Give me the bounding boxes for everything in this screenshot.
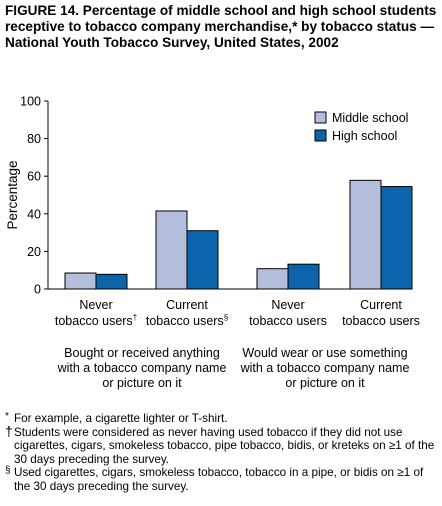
- footnote-text: Used cigarettes, cigars, smokeless tobac…: [14, 466, 424, 493]
- footnote-mark: §: [5, 465, 11, 477]
- footnote-mark: §: [224, 313, 228, 322]
- x-category-label: tobacco users: [249, 314, 327, 328]
- x-category-label: tobacco users: [342, 314, 420, 328]
- footnotes: * For example, a cigarette lighter or T-…: [5, 411, 439, 494]
- bar-middle-school: [349, 179, 382, 290]
- footnote-text: Students were considered as never having…: [14, 425, 435, 466]
- y-tick-label: 0: [34, 283, 41, 297]
- x-category-label: Current: [360, 298, 402, 312]
- figure-title: FIGURE 14. Percentage of middle school a…: [5, 3, 437, 50]
- group-caption-bought: Bought or received anything with a tobac…: [57, 346, 227, 390]
- bar-high-school: [380, 186, 413, 290]
- group-caption-wear: Would wear or use something with a tobac…: [240, 346, 410, 390]
- legend-label-high-school: High school: [332, 129, 397, 143]
- footnote-text: For example, a cigarette lighter or T-sh…: [14, 412, 228, 425]
- y-tick-label: 20: [27, 245, 41, 259]
- bar-high-school: [287, 263, 320, 290]
- x-category-label: tobacco users§: [146, 313, 228, 328]
- legend-label-middle-school: Middle school: [332, 111, 408, 125]
- footnote-section: § Used cigarettes, cigars, smokeless tob…: [5, 465, 439, 493]
- legend-swatch-high-school: [314, 129, 327, 142]
- bar-high-school: [95, 273, 128, 290]
- footnote-mark: *: [5, 411, 9, 422]
- x-category-label: Current: [166, 298, 208, 312]
- x-category-label: tobacco users†: [55, 313, 137, 328]
- y-tick-label: 40: [27, 207, 41, 221]
- x-category-label: Never: [271, 298, 304, 312]
- footnote-dagger: † Students were considered as never havi…: [5, 422, 439, 467]
- footnote-mark: †: [133, 313, 137, 322]
- bar-high-school: [186, 230, 219, 290]
- footnote-mark: †: [5, 422, 13, 439]
- y-tick-label: 60: [27, 170, 41, 184]
- bar-middle-school: [256, 268, 289, 290]
- y-tick-label: 100: [20, 95, 41, 109]
- y-axis-title: Percentage: [5, 160, 20, 229]
- bar-middle-school: [64, 272, 97, 290]
- legend-swatch-middle-school: [314, 111, 327, 124]
- bar-middle-school: [155, 210, 188, 290]
- footnote-asterisk: * For example, a cigarette lighter or T-…: [5, 411, 439, 426]
- x-category-label: Never: [79, 298, 112, 312]
- y-tick-label: 80: [27, 132, 41, 146]
